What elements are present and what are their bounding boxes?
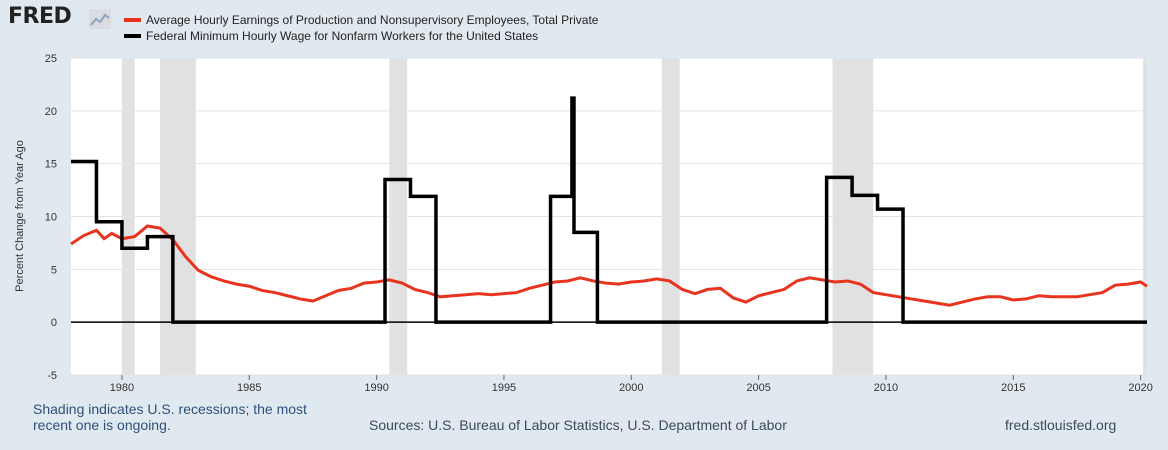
x-tick-label: 2020	[1128, 382, 1152, 394]
fred-logo-text: FRED	[8, 4, 72, 29]
x-tick-label: 2000	[619, 382, 643, 394]
y-tick-label: 20	[45, 106, 57, 118]
y-tick-label: 25	[45, 53, 57, 65]
minimum-wage-series-line	[71, 96, 1147, 324]
legend-item-earnings[interactable]: Average Hourly Earnings of Production an…	[124, 12, 598, 28]
y-tick-label: -5	[47, 370, 57, 382]
legend-swatch-red	[124, 18, 141, 22]
legend-item-minimum-wage[interactable]: Federal Minimum Hourly Wage for Nonfarm …	[124, 28, 598, 44]
recession-note: Shading indicates U.S. recessions; the m…	[33, 401, 307, 433]
x-tick-label: 2010	[874, 382, 898, 394]
sources: Sources: U.S. Bureau of Labor Statistics…	[369, 417, 787, 433]
x-tick-label: 2005	[746, 382, 770, 394]
y-tick-label: 10	[45, 212, 57, 224]
x-tick-label: 1990	[364, 382, 388, 394]
legend-label: Average Hourly Earnings of Production an…	[146, 13, 599, 27]
fred-chart-icon	[89, 9, 111, 29]
legend: Average Hourly Earnings of Production an…	[124, 12, 598, 44]
x-tick-label: 2015	[1001, 382, 1025, 394]
fred-logo[interactable]: FRED	[8, 4, 72, 29]
y-axis-label: Percent Change from Year Ago	[14, 140, 26, 292]
y-tick-label: 0	[51, 317, 57, 329]
legend-swatch-black	[124, 34, 141, 38]
legend-label: Federal Minimum Hourly Wage for Nonfarm …	[146, 29, 539, 43]
y-tick-label: 15	[45, 159, 57, 171]
x-tick-label: 1995	[492, 382, 516, 394]
site-link[interactable]: fred.stlouisfed.org	[1005, 417, 1117, 433]
y-tick-label: 5	[51, 264, 57, 276]
x-tick-label: 1985	[237, 382, 261, 394]
earnings-series-line	[70, 224, 1148, 307]
x-tick-label: 1980	[110, 382, 134, 394]
